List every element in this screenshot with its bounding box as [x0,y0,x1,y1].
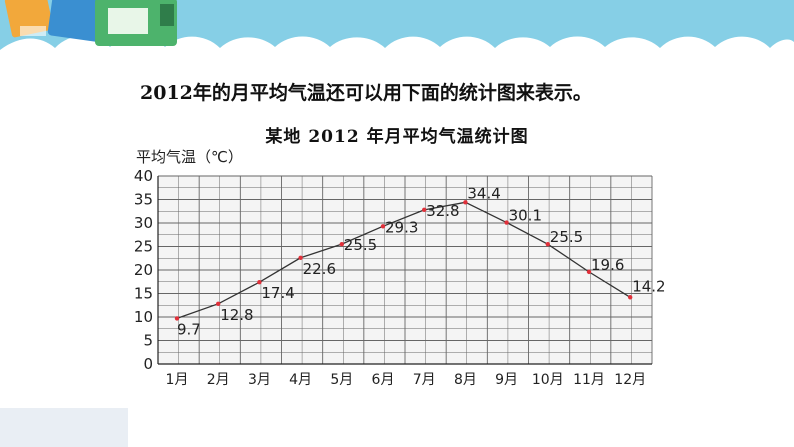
x-tick-label: 1月 [166,372,189,388]
y-tick-label: 30 [134,214,153,232]
data-point [586,269,592,275]
y-tick-label: 25 [134,238,153,256]
y-tick-label: 35 [134,191,153,209]
x-tick-label: 6月 [372,372,395,388]
page-heading: 2012年的月平均气温还可以用下面的统计图来表示。 [140,82,592,104]
data-point [545,241,550,247]
data-point [174,316,180,321]
x-tick-label: 10月 [532,372,564,388]
data-point [216,301,221,307]
cloud-edge-decoration [0,35,794,80]
data-label: 25.5 [344,236,377,254]
data-label: 29.3 [385,218,418,236]
x-tick-label: 5月 [330,372,353,388]
data-label: 25.5 [550,228,583,246]
x-tick-label: 7月 [413,372,436,388]
data-point [463,200,468,205]
data-label: 22.6 [303,260,336,278]
y-tick-label: 40 [134,167,153,185]
data-point [380,224,386,229]
y-axis-label: 平均气温（℃） [136,148,243,166]
data-label: 34.4 [467,184,500,202]
y-tick-label: 0 [143,355,153,373]
x-tick-label: 2月 [207,372,230,388]
y-tick-label: 5 [143,332,153,350]
data-label: 19.6 [591,256,624,274]
x-tick-label: 12月 [614,372,646,388]
y-tick-label: 15 [134,285,153,303]
data-point [298,255,303,260]
y-tick-label: 10 [134,308,153,326]
x-tick-label: 4月 [289,372,312,388]
y-tick-label: 20 [134,261,153,279]
data-label: 17.4 [261,284,294,302]
x-tick-label: 3月 [248,372,271,388]
corner-panel [0,408,128,447]
data-label: 14.2 [632,277,665,295]
chart-title: 某地 2012 年月平均气温统计图 [265,127,529,147]
x-tick-label: 11月 [573,372,605,388]
series-line [176,201,631,320]
data-point [422,207,427,213]
data-label: 32.8 [426,202,459,220]
data-label: 12.8 [220,306,253,324]
data-point [504,220,509,225]
x-tick-label: 9月 [495,372,518,388]
data-point [628,295,633,300]
stationery-illustration [4,0,177,46]
data-label: 30.1 [509,207,542,225]
x-tick-label: 8月 [454,372,477,388]
data-point [257,280,262,285]
data-point [339,241,344,247]
data-label: 9.7 [177,320,201,338]
